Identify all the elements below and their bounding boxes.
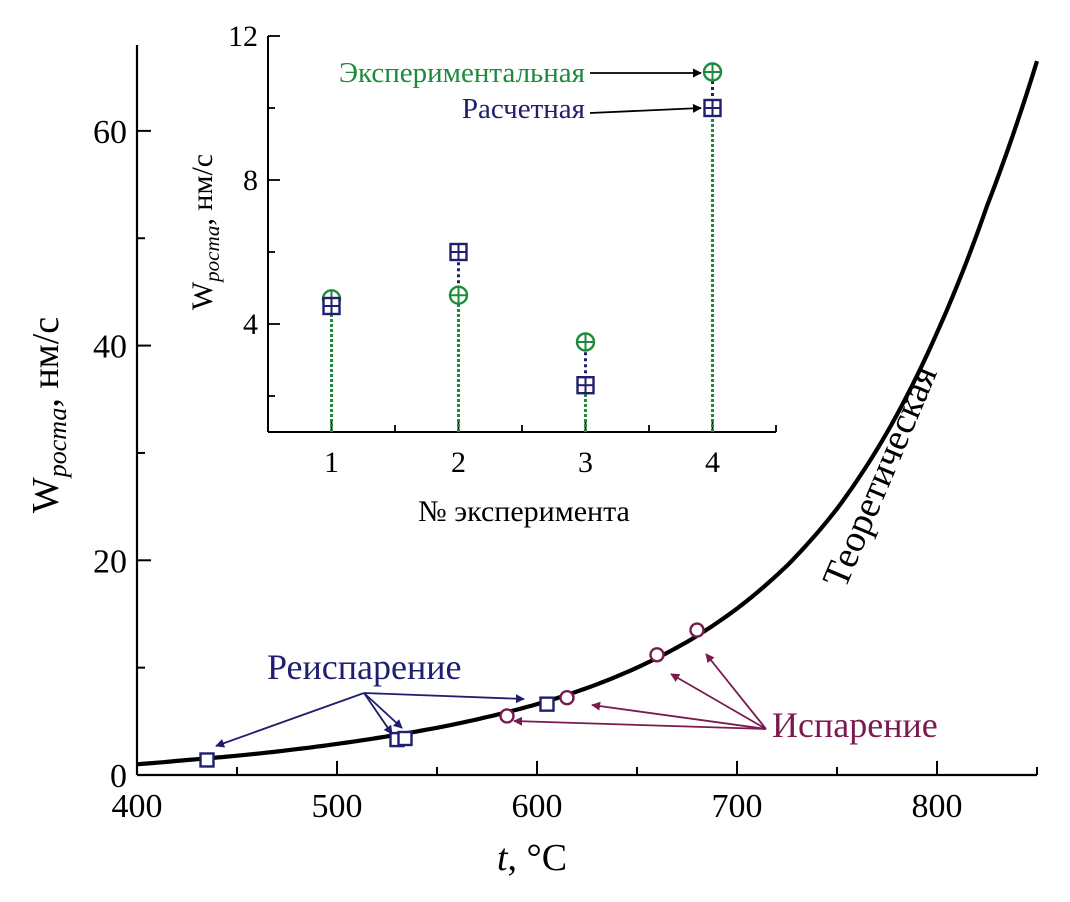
main-y-axis-title: Wроста, нм/с — [25, 317, 72, 513]
reisparenie-arrow-3 — [363, 692, 403, 729]
main-x-axis-unit: , °C — [508, 837, 568, 879]
reisparenie-arrow-1 — [215, 692, 365, 748]
inset-y-axis-title: Wроста, нм/с — [186, 154, 224, 310]
reisparenie-point — [539, 696, 555, 712]
inset-background — [268, 30, 778, 432]
inset-x-tick-label: 3 — [578, 446, 593, 479]
inset-arrow-calculated — [589, 103, 702, 114]
reisparenie-point — [397, 730, 413, 747]
isparenie-arrows — [513, 653, 767, 730]
theoretical-curve — [136, 60, 1040, 767]
inset-y-axis-symbol: W — [186, 281, 219, 310]
main-y-tick-label: 20 — [93, 543, 127, 580]
main-y-axis-unit: , нм/с — [25, 317, 67, 408]
isparenie-point — [559, 690, 575, 706]
main-y-axis-symbol: W — [25, 477, 67, 513]
inset-y-tick-label: 12 — [228, 20, 258, 53]
main-x-tick-label: 800 — [912, 788, 963, 825]
inset-data-points — [321, 62, 723, 395]
isparenie-point — [649, 647, 665, 663]
main-x-axis-var: t — [497, 837, 509, 879]
isparenie-label: Испарение — [772, 705, 938, 745]
isparenie-arrow-1 — [513, 716, 767, 730]
isparenie-arrow-3 — [670, 673, 767, 730]
theoretical-label: Теоретическая — [815, 359, 946, 593]
inset-y-axis-unit: , нм/с — [186, 154, 219, 226]
inset-y-tick-label: 8 — [243, 164, 258, 197]
main-y-axis-subscript: роста — [43, 408, 72, 480]
inset-y-axis-subscript: роста — [200, 226, 224, 284]
inset-x-tick-label: 1 — [324, 446, 339, 479]
main-y-tick-label: 0 — [110, 758, 127, 795]
reisparenie-arrow-4 — [363, 692, 525, 704]
inset-y-ticks: 4 8 12 — [228, 20, 280, 397]
reisparenie-arrow-2 — [363, 692, 393, 735]
isparenie-point — [689, 622, 705, 638]
main-data-points — [199, 622, 705, 768]
isparenie-arrow-2 — [591, 701, 767, 730]
main-x-ticks: 400 500 600 700 800 — [112, 761, 1038, 825]
main-x-tick-label: 400 — [112, 788, 163, 825]
inset-label-experimental: Экспериментальная — [339, 57, 585, 89]
inset-y-tick-label: 4 — [243, 308, 258, 341]
inset-x-tick-label: 4 — [705, 446, 720, 479]
main-x-axis-title: t, °C — [497, 837, 567, 879]
main-y-ticks: 0 20 40 60 — [93, 114, 151, 795]
inset-x-axis-title: № эксперимента — [418, 495, 630, 528]
main-y-tick-label: 40 — [93, 329, 127, 366]
main-x-tick-label: 700 — [712, 788, 763, 825]
isparenie-point — [499, 708, 515, 724]
main-x-tick-label: 600 — [512, 788, 563, 825]
isparenie-arrow-4 — [705, 653, 767, 730]
reisparenie-label: Реиспарение — [267, 647, 462, 687]
inset-label-calculated: Расчетная — [462, 93, 585, 125]
main-y-tick-label: 60 — [93, 114, 127, 151]
inset-x-ticks: 1 2 3 4 — [267, 420, 777, 479]
reisparenie-arrows — [215, 692, 525, 748]
reisparenie-point — [199, 752, 215, 768]
inset-x-tick-label: 2 — [451, 446, 466, 479]
main-x-tick-label: 500 — [312, 788, 363, 825]
